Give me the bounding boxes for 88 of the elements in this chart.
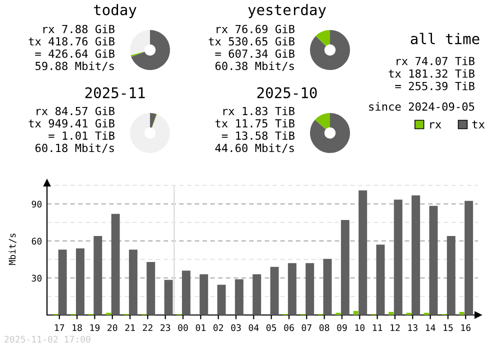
text: rx 1.83 TiB — [223, 106, 294, 116]
bar — [306, 263, 314, 315]
y-tick-label: 60 — [32, 238, 42, 245]
text: = 13.58 TiB — [222, 131, 294, 140]
text: rx 7.88 GiB — [43, 24, 114, 34]
bar — [464, 200, 474, 315]
x-tick-label: 19 — [90, 324, 100, 332]
bar — [340, 220, 350, 315]
y-axis-title: Mbit/s — [8, 234, 16, 265]
bar — [76, 248, 84, 315]
bar — [164, 280, 173, 315]
text: since 2024-09-05 — [369, 102, 474, 111]
chart-title: 2025-10 — [257, 87, 317, 98]
chart-title: yesterday — [248, 4, 326, 18]
text: 60.38 Mbit/s — [215, 62, 294, 72]
text: rx 74.07 TiB — [396, 56, 474, 66]
text: tx 181.32 TiB — [388, 69, 474, 78]
bar — [388, 312, 394, 315]
text: tx 530.65 GiB — [208, 36, 294, 46]
chart-title: 2025-11 — [85, 87, 145, 98]
bar — [394, 200, 402, 315]
text: 44.60 Mbit/s — [215, 144, 294, 154]
bar — [358, 190, 368, 315]
text: tx 949.41 GiB — [28, 118, 114, 128]
bar — [446, 236, 456, 315]
x-tick-label: 14 — [426, 324, 436, 331]
text: = 426.64 GiB — [35, 49, 114, 58]
x-tick-label: 18 — [72, 324, 82, 332]
x-tick-label: 09 — [337, 324, 347, 332]
text: rx 84.57 GiB — [36, 106, 114, 116]
text: tx 11.75 TiB — [215, 118, 294, 128]
bar — [323, 258, 332, 315]
bar — [429, 206, 438, 315]
donut-slice — [315, 113, 330, 130]
x-tick-label: 20 — [108, 324, 118, 332]
donut-slice — [310, 113, 350, 153]
text: all time — [410, 32, 480, 44]
x-tick-label: 01 — [196, 324, 206, 332]
x-tick-label: 04 — [248, 324, 259, 332]
x-tick-label: 15 — [444, 324, 453, 332]
text: rx 76.69 GiB — [216, 24, 294, 34]
bar — [217, 284, 226, 315]
text: = 607.34 GiB — [215, 49, 294, 58]
bar — [111, 214, 120, 315]
donut-slice — [130, 113, 170, 153]
x-tick-label: 05 — [266, 324, 276, 332]
x-tick-label: 10 — [355, 324, 364, 332]
bar — [94, 236, 102, 315]
x-tick-label: 11 — [372, 324, 382, 331]
x-tick-label: 23 — [160, 324, 170, 332]
x-tick-label: 21 — [125, 324, 135, 331]
x-tick-label: 22 — [142, 324, 152, 331]
text: 59.88 Mbit/s — [36, 62, 114, 72]
x-tick-label: 17 — [55, 324, 64, 331]
y-tick-label: 30 — [32, 274, 42, 282]
legend-label: tx — [472, 120, 485, 128]
bar — [182, 270, 190, 315]
bar — [146, 262, 156, 315]
x-tick-label: 16 — [461, 324, 470, 332]
bar — [288, 263, 296, 315]
bar — [270, 266, 279, 315]
text: = 1.01 TiB — [48, 131, 114, 140]
donut-slice — [131, 30, 170, 70]
donut-slice — [130, 30, 150, 56]
text: 60.18 Mbit/s — [35, 144, 114, 154]
bar — [128, 250, 138, 315]
bar — [412, 195, 420, 315]
bar — [234, 279, 244, 315]
bar — [376, 244, 385, 315]
x-tick-label: 03 — [231, 324, 241, 332]
x-tick-label: 06 — [284, 324, 294, 332]
text: tx 418.76 GiB — [28, 36, 114, 46]
bar — [200, 274, 208, 315]
x-tick-label: 13 — [408, 324, 418, 332]
donut-slice — [310, 30, 350, 70]
x-tick-label: 00 — [178, 324, 188, 332]
x-tick-label: 07 — [302, 324, 312, 332]
x-tick-label: 08 — [319, 324, 330, 332]
donut-slice — [316, 30, 330, 46]
bar — [252, 274, 262, 315]
legend-label: rx — [430, 122, 442, 128]
x-tick-label: 02 — [213, 324, 224, 332]
donut-slice — [130, 51, 145, 57]
bar — [58, 250, 67, 315]
x-tick-label: 12 — [390, 324, 400, 331]
chart-title: today — [94, 4, 136, 18]
text: = 255.39 TiB — [395, 82, 474, 90]
y-tick-label: 90 — [32, 200, 42, 208]
